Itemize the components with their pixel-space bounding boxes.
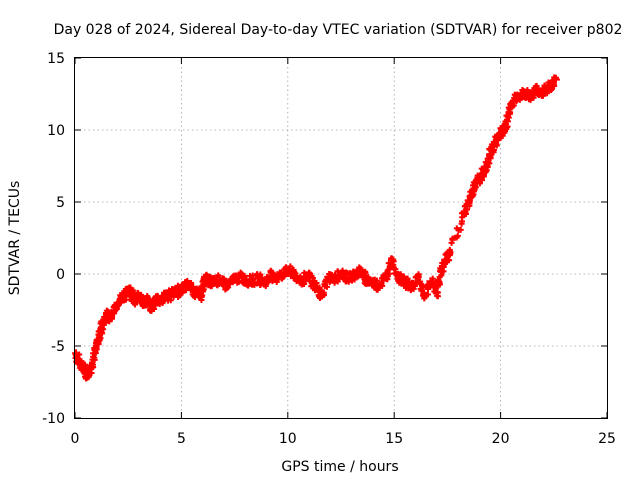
- data-point-fill: [485, 158, 492, 165]
- data-point-fill: [306, 269, 313, 276]
- data-point-fill: [482, 169, 489, 176]
- y-tick-label: 5: [56, 195, 65, 211]
- y-tick-label: 0: [56, 267, 65, 283]
- data-point-fill: [178, 288, 185, 295]
- data-point-fill: [470, 188, 477, 195]
- data-point-fill: [466, 197, 473, 204]
- y-axis-label: SDTVAR / TECUs: [7, 181, 23, 296]
- data-point-fill: [96, 333, 103, 340]
- data-point-fill: [392, 266, 399, 273]
- data-points: [72, 74, 560, 382]
- data-point-fill: [390, 258, 397, 265]
- y-tick-label: 10: [47, 123, 65, 139]
- tick-labels: 0 5 10 15 20 25 -10 -5 0 5 10 15: [42, 51, 616, 447]
- data-point-fill: [472, 184, 479, 191]
- x-tick-label: 0: [71, 431, 80, 447]
- data-point-fill: [379, 282, 386, 289]
- data-point-fill: [91, 356, 98, 363]
- data-point-fill: [463, 206, 470, 213]
- chart-title: Day 028 of 2024, Sidereal Day-to-day VTE…: [54, 22, 623, 38]
- x-tick-label: 10: [279, 431, 297, 447]
- data-point: [551, 75, 560, 84]
- x-tick-label: 25: [598, 431, 616, 447]
- data-point-fill: [345, 278, 352, 285]
- x-tick-label: 5: [177, 431, 186, 447]
- data-point-fill: [458, 220, 465, 227]
- data-point-fill: [138, 293, 145, 300]
- data-point-fill: [89, 361, 96, 368]
- y-tick-label: -5: [51, 339, 65, 355]
- data-point-fill: [530, 94, 537, 101]
- data-point-fill: [504, 113, 511, 120]
- data-point-fill: [215, 272, 222, 279]
- data-point-fill: [415, 274, 422, 281]
- data-point-fill: [510, 102, 517, 109]
- data-point-fill: [446, 248, 453, 255]
- data-point-fill: [424, 291, 431, 298]
- data-point-fill: [331, 279, 338, 286]
- grid-lines: [75, 58, 607, 418]
- data-point-fill: [434, 289, 441, 296]
- x-axis-label: GPS time / hours: [281, 459, 398, 475]
- data-point-fill: [200, 283, 207, 290]
- data-point-fill: [265, 277, 272, 284]
- data-point-fill: [186, 280, 193, 287]
- plot-frame: [74, 57, 608, 419]
- axis-ticks: [74, 57, 608, 419]
- data-point-fill: [436, 274, 443, 281]
- x-tick-label: 20: [492, 431, 510, 447]
- data-point-fill: [454, 232, 461, 239]
- y-tick-label: 15: [47, 51, 65, 67]
- data-point-fill: [127, 289, 134, 296]
- data-point-fill: [468, 192, 475, 199]
- data-point-fill: [134, 289, 141, 296]
- x-tick-label: 15: [385, 431, 403, 447]
- y-tick-label: -10: [42, 411, 65, 427]
- data-point-fill: [269, 269, 276, 276]
- data-point-fill: [487, 152, 494, 159]
- data-point-fill: [225, 284, 232, 291]
- data-point-fill: [533, 84, 540, 91]
- data-point-fill: [320, 289, 327, 296]
- data-point-fill: [396, 271, 403, 278]
- data-point-fill: [457, 226, 464, 233]
- data-point-fill: [111, 310, 118, 317]
- data-point-fill: [445, 257, 452, 264]
- data-point-fill: [323, 283, 330, 290]
